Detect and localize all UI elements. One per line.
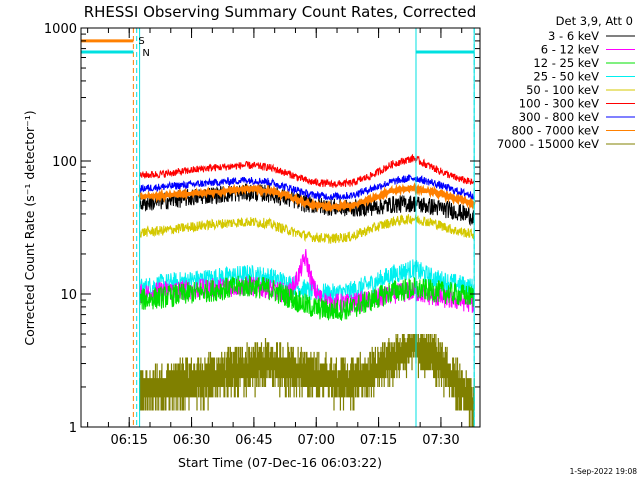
legend-label: 25 - 50 keV — [533, 70, 599, 84]
legend-label: 7000 - 15000 keV — [497, 137, 599, 151]
series-line-12-25-kev — [139, 275, 475, 321]
x-axis-label: Start Time (07-Dec-16 06:03:22) — [178, 455, 382, 470]
legend-label: 3 - 6 keV — [548, 29, 599, 43]
y-tick-label: 100 — [52, 155, 77, 170]
x-tick-label: 06:15 — [110, 433, 147, 448]
footer-timestamp: 1-Sep-2022 19:08 — [570, 467, 638, 476]
series-line-25-50-kev — [139, 259, 475, 304]
y-tick-label: 1000 — [44, 22, 77, 37]
x-tick-label: 07:00 — [298, 433, 335, 448]
plot-frame — [80, 27, 481, 428]
y-axis-label: Corrected Count Rate (s⁻¹ detector⁻¹) — [22, 110, 37, 345]
x-tick-label: 06:30 — [173, 433, 210, 448]
legend-label: 800 - 7000 keV — [511, 124, 599, 138]
legend-label: 100 - 300 keV — [519, 97, 599, 111]
series-line-100-300-kev — [139, 153, 475, 189]
series-line-300-800-kev — [139, 174, 475, 201]
x-tick-label: 06:45 — [235, 433, 272, 448]
series-layer — [138, 153, 476, 427]
y-tick-label: 1 — [69, 421, 77, 436]
x-tick-label: 07:15 — [360, 433, 397, 448]
legend-label: 300 - 800 keV — [519, 110, 599, 124]
series-line-800-7000-kev — [138, 182, 476, 213]
legend-label: 12 - 25 keV — [533, 56, 599, 70]
s-label: S — [138, 36, 144, 47]
x-tick-label: 07:30 — [422, 433, 459, 448]
series-line-3-6-kev — [139, 183, 475, 227]
y-tick-label: 10 — [60, 288, 77, 303]
series-line-50-100-kev — [139, 214, 475, 244]
legend-label: 6 - 12 keV — [541, 43, 599, 57]
axis-layer: 1 10 100 1000 06:15 06:30 06:45 07:00 07:15 07:30 — [44, 22, 480, 448]
n-label: N — [142, 48, 149, 59]
chart-title: RHESSI Observing Summary Count Rates, Co… — [84, 3, 477, 21]
legend-label: 50 - 100 keV — [526, 83, 599, 97]
legend-title: Det 3,9, Att 0 — [556, 14, 633, 28]
